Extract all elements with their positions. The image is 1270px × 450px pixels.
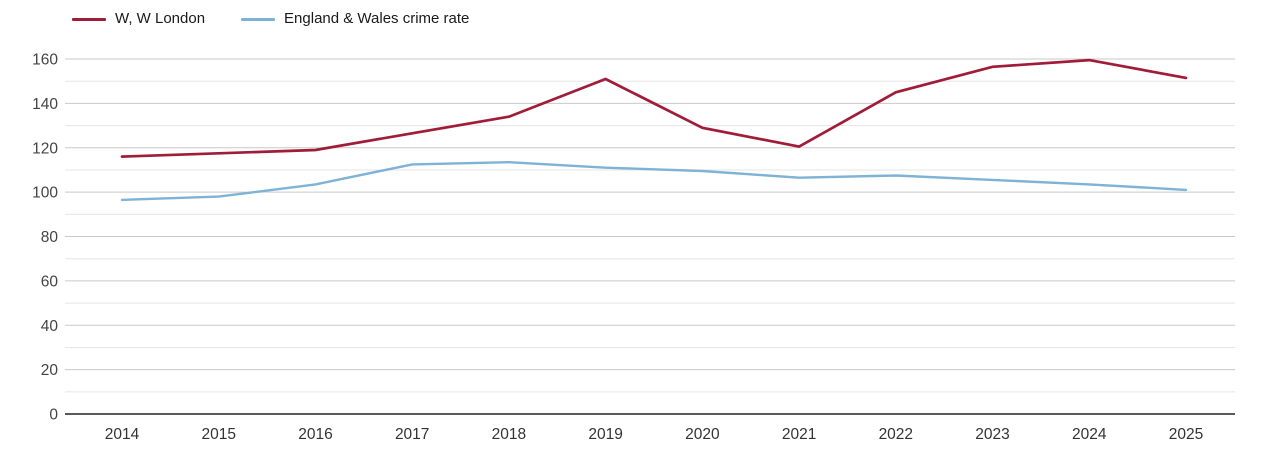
x-axis-tick-label: 2024 [1072, 426, 1107, 443]
x-axis-tick-label: 2017 [395, 426, 429, 443]
x-axis-tick-label: 2018 [492, 426, 526, 443]
legend-label: W, W London [115, 10, 206, 27]
x-axis-tick-label: 2019 [588, 426, 622, 443]
y-axis-tick-label: 0 [49, 407, 58, 424]
y-axis-tick-label: 20 [41, 362, 59, 379]
legend-item-w-london: W, W London [72, 10, 205, 28]
legend-item-england-wales: England & Wales crime rate [241, 10, 469, 28]
series-line-england-wales [120, 160, 1188, 202]
y-axis-tick-label: 160 [32, 52, 58, 69]
legend-line-swatch-blue [241, 17, 276, 21]
x-axis-tick-label: 2025 [1169, 426, 1203, 443]
y-axis-tick-label: 120 [32, 140, 58, 157]
legend-label: England & Wales crime rate [284, 10, 470, 27]
x-axis-tick-label: 2021 [782, 426, 816, 443]
y-axis-tick-label: 40 [41, 318, 59, 335]
x-axis-tick-label: 2014 [105, 426, 140, 443]
x-axis-tick-label: 2020 [685, 426, 720, 443]
chart-legend: W, W London England & Wales crime rate [72, 10, 469, 28]
y-axis-tick-label: 100 [32, 185, 58, 202]
y-axis-tick-label: 60 [41, 273, 59, 290]
x-axis-tick-label: 2023 [975, 426, 1009, 443]
y-axis-tick-label: 80 [41, 229, 59, 246]
series-line-w-london [120, 58, 1188, 158]
x-axis-tick-label: 2015 [201, 426, 235, 443]
x-axis-tick-label: 2022 [879, 426, 913, 443]
legend-line-swatch-red [72, 17, 106, 21]
y-axis-tick-label: 140 [32, 96, 58, 113]
x-axis-tick-label: 2016 [298, 426, 332, 443]
